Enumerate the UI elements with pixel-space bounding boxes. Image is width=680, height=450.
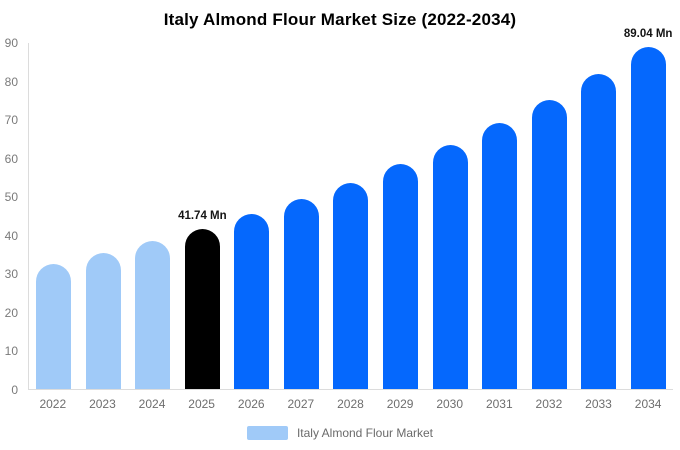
bar-2024[interactable] — [135, 241, 171, 389]
bar-value-label: 89.04 Mn — [623, 27, 673, 40]
x-tick-label: 2024 — [138, 397, 166, 411]
bar-2030[interactable] — [432, 144, 468, 389]
y-tick-label: 20 — [4, 305, 18, 320]
x-tick-label: 2027 — [287, 397, 315, 411]
x-tick-label: 2029 — [386, 397, 414, 411]
bar-slot — [29, 43, 79, 389]
bar-slot — [524, 43, 574, 389]
x-tick-label: 2034 — [634, 397, 662, 411]
plot-area: 41.74 Mn 89.04 Mn — [28, 28, 673, 390]
x-tick-label: 2030 — [436, 397, 464, 411]
bar-2022[interactable] — [36, 264, 72, 389]
y-tick-label: 30 — [4, 267, 18, 282]
bar-2029[interactable] — [382, 164, 418, 389]
bar-slot: 89.04 Mn — [623, 28, 673, 389]
y-tick-label: 60 — [4, 151, 18, 166]
bar-2032[interactable] — [531, 99, 567, 389]
x-tick-label: 2026 — [237, 397, 265, 411]
x-tick-label: 2028 — [337, 397, 364, 411]
bar-2031[interactable] — [482, 122, 518, 389]
y-axis-labels: 0 10 20 30 40 50 60 70 80 90 — [0, 37, 20, 396]
legend-label: Italy Almond Flour Market — [296, 426, 434, 440]
bar-2034[interactable] — [630, 46, 666, 389]
bar-slot — [376, 43, 426, 389]
bar-2026[interactable] — [234, 214, 270, 389]
x-axis-labels: 2022 2023 2024 2025 2026 2027 2028 2029 2030 2031… — [28, 397, 673, 411]
bar-slot — [128, 43, 178, 389]
bar-slot — [326, 43, 376, 389]
bar-slot — [475, 43, 525, 389]
y-tick-label: 80 — [4, 74, 18, 89]
bars: 41.74 Mn 89.04 Mn — [29, 28, 673, 389]
bar-slot — [574, 43, 624, 389]
x-tick-label: 2022 — [39, 397, 67, 411]
x-tick-label: 2033 — [585, 397, 612, 411]
y-tick-label: 40 — [4, 228, 18, 243]
bar-slot — [227, 43, 277, 389]
x-tick-label: 2031 — [485, 397, 513, 411]
y-tick-label: 90 — [4, 36, 18, 50]
bar-slot — [425, 43, 475, 389]
bar-2027[interactable] — [283, 199, 319, 389]
y-tick-label: 0 — [11, 383, 18, 397]
bar-slot — [277, 43, 327, 389]
x-tick-label: 2025 — [188, 397, 215, 411]
x-tick-label: 2023 — [89, 397, 116, 411]
x-tick-label: 2032 — [535, 397, 563, 411]
bar-2023[interactable] — [85, 253, 121, 389]
y-tick-label: 70 — [4, 113, 18, 128]
bar-value-label: 41.74 Mn — [178, 209, 227, 222]
bar-slot — [79, 43, 129, 389]
bar-slot: 41.74 Mn — [178, 43, 228, 389]
chart-title: Italy Almond Flour Market Size (2022-203… — [163, 10, 517, 29]
legend-item[interactable]: Italy Almond Flour Market — [0, 426, 680, 440]
y-tick-label: 50 — [4, 190, 18, 205]
bar-2033[interactable] — [581, 74, 617, 389]
y-tick-label: 10 — [4, 344, 18, 359]
bar-2025[interactable] — [184, 228, 220, 389]
bar-2028[interactable] — [333, 182, 369, 389]
legend-swatch — [246, 426, 288, 440]
